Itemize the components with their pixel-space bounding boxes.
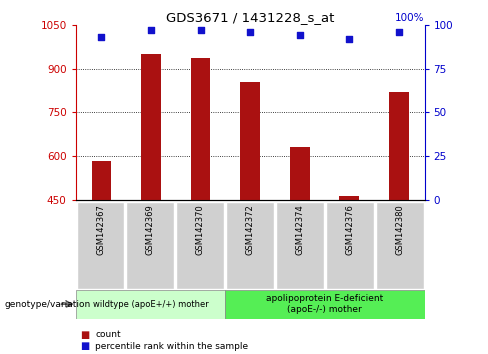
Bar <box>240 82 260 200</box>
Text: percentile rank within the sample: percentile rank within the sample <box>95 342 248 351</box>
Point <box>246 29 254 35</box>
Bar <box>226 202 274 289</box>
Point <box>296 33 304 38</box>
Bar <box>76 290 225 319</box>
Title: GDS3671 / 1431228_s_at: GDS3671 / 1431228_s_at <box>166 11 334 24</box>
Text: apolipoprotein E-deficient
(apoE-/-) mother: apolipoprotein E-deficient (apoE-/-) mot… <box>266 295 384 314</box>
Bar <box>376 202 424 289</box>
Text: GSM142369: GSM142369 <box>146 204 155 255</box>
Bar <box>276 202 324 289</box>
Text: GSM142367: GSM142367 <box>96 204 105 255</box>
Bar <box>126 202 174 289</box>
Bar <box>290 147 309 200</box>
Text: ■: ■ <box>81 341 90 351</box>
Bar <box>77 202 124 289</box>
Text: GSM142376: GSM142376 <box>346 204 354 255</box>
Bar <box>141 54 161 200</box>
Text: wildtype (apoE+/+) mother: wildtype (apoE+/+) mother <box>93 299 208 309</box>
Bar <box>339 196 359 200</box>
Text: count: count <box>95 330 121 339</box>
Text: GSM142374: GSM142374 <box>295 204 305 255</box>
Point <box>346 36 353 42</box>
Bar <box>326 202 374 289</box>
Point <box>98 34 105 40</box>
Bar <box>389 92 409 200</box>
Bar <box>92 161 111 200</box>
Point <box>147 27 155 33</box>
Point <box>197 27 204 33</box>
Text: GSM142372: GSM142372 <box>245 204 255 255</box>
Text: GSM142370: GSM142370 <box>196 204 205 255</box>
Bar <box>225 290 425 319</box>
Text: ■: ■ <box>81 330 90 339</box>
Text: genotype/variation: genotype/variation <box>5 299 91 309</box>
Bar <box>191 58 210 200</box>
Point <box>395 29 403 35</box>
Text: 100%: 100% <box>395 13 425 23</box>
Text: GSM142380: GSM142380 <box>395 204 404 255</box>
Bar <box>176 202 224 289</box>
